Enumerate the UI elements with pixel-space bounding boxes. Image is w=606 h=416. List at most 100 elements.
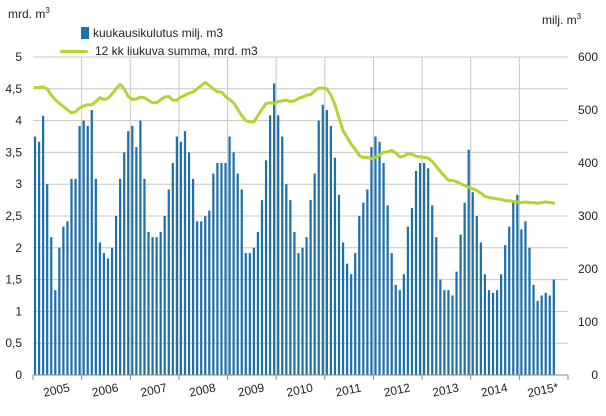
bar (183, 131, 187, 375)
legend-bar-label: kuukausikulutus milj. m3 (93, 26, 224, 40)
bar (378, 141, 381, 375)
bar (151, 237, 154, 375)
bar (248, 253, 251, 375)
bar (382, 163, 385, 375)
bar-series (33, 83, 555, 376)
bar (528, 247, 531, 375)
right-tick-label: 100 (578, 315, 598, 329)
bar (358, 216, 361, 375)
bar (289, 200, 292, 375)
line-series (33, 80, 556, 205)
bar (147, 231, 150, 375)
bar (431, 205, 434, 375)
bar (495, 290, 499, 375)
bar (110, 247, 114, 375)
bar (123, 152, 126, 375)
bar (524, 221, 527, 375)
bar (179, 141, 183, 375)
right-tick-label: 600 (578, 50, 598, 64)
bar (264, 160, 268, 375)
bar (374, 136, 377, 375)
legend-line-label: 12 kk liukuva summa, mrd. m3 (95, 44, 258, 58)
gridlines (33, 56, 568, 375)
bar (240, 189, 243, 375)
bar (491, 292, 495, 375)
bar (402, 274, 405, 375)
left-axis-title: mrd. m3 (8, 6, 50, 21)
bar (46, 184, 49, 375)
bar (516, 194, 519, 375)
bar (62, 226, 65, 375)
bar (520, 229, 523, 375)
bar (370, 147, 373, 375)
bar (321, 104, 324, 375)
bar (82, 120, 85, 375)
bar (455, 271, 458, 375)
right-axis-title: milj. m3 (542, 12, 582, 27)
bar (256, 231, 260, 375)
bar (277, 115, 280, 376)
bar (191, 178, 195, 375)
bar (443, 290, 446, 375)
left-tick-label: 3,5 (5, 145, 22, 159)
right-tick-label: 200 (578, 262, 598, 276)
bar (167, 189, 170, 375)
right-axis-ticks: 0 100 200 300 400 500 600 (578, 50, 598, 382)
bar (439, 279, 442, 375)
bar (463, 202, 466, 375)
bar (281, 136, 284, 375)
bar (200, 221, 203, 375)
bar (119, 178, 122, 375)
bar (366, 189, 369, 375)
right-tick-label: 500 (578, 103, 598, 117)
bar (309, 200, 312, 375)
bar (175, 136, 178, 375)
bar (42, 115, 45, 375)
bar (337, 194, 341, 375)
bar (406, 226, 410, 375)
x-tick-label: 2011 (334, 380, 362, 399)
x-tick-label: 2005 (42, 380, 71, 399)
bar (285, 184, 288, 375)
x-tick-label: 2014 (480, 380, 509, 399)
bar (139, 120, 142, 375)
bar (208, 210, 211, 375)
bar (325, 110, 328, 375)
bar (260, 200, 264, 375)
left-tick-label: 3 (15, 177, 22, 191)
bar (345, 263, 349, 375)
bar (508, 226, 511, 375)
bar (427, 168, 430, 375)
left-tick-label: 4,5 (5, 82, 22, 96)
bar (459, 234, 462, 375)
bar (212, 173, 215, 375)
bar (163, 216, 166, 375)
bar (423, 163, 426, 375)
bar (479, 242, 482, 375)
bar (333, 157, 337, 375)
bar (70, 178, 73, 375)
bar (98, 242, 101, 375)
bar (33, 136, 37, 375)
bar (313, 173, 316, 375)
x-tick-label: 2010 (285, 380, 314, 399)
left-tick-label: 0,5 (5, 336, 22, 350)
bar (268, 115, 272, 376)
bar (216, 163, 219, 375)
bar (187, 152, 191, 375)
bar (90, 110, 93, 375)
bar (159, 231, 162, 375)
bar (504, 245, 507, 375)
bar (196, 221, 199, 375)
bar (293, 231, 296, 375)
left-tick-label: 4 (15, 114, 22, 128)
legend-item-line: 12 kk liukuva summa, mrd. m3 (60, 42, 258, 60)
bar (273, 83, 276, 375)
bar (228, 136, 231, 375)
bar (386, 205, 389, 375)
bar (544, 292, 547, 375)
x-tick-label: 2013 (431, 380, 460, 399)
bar (127, 131, 130, 375)
bar (394, 284, 397, 375)
